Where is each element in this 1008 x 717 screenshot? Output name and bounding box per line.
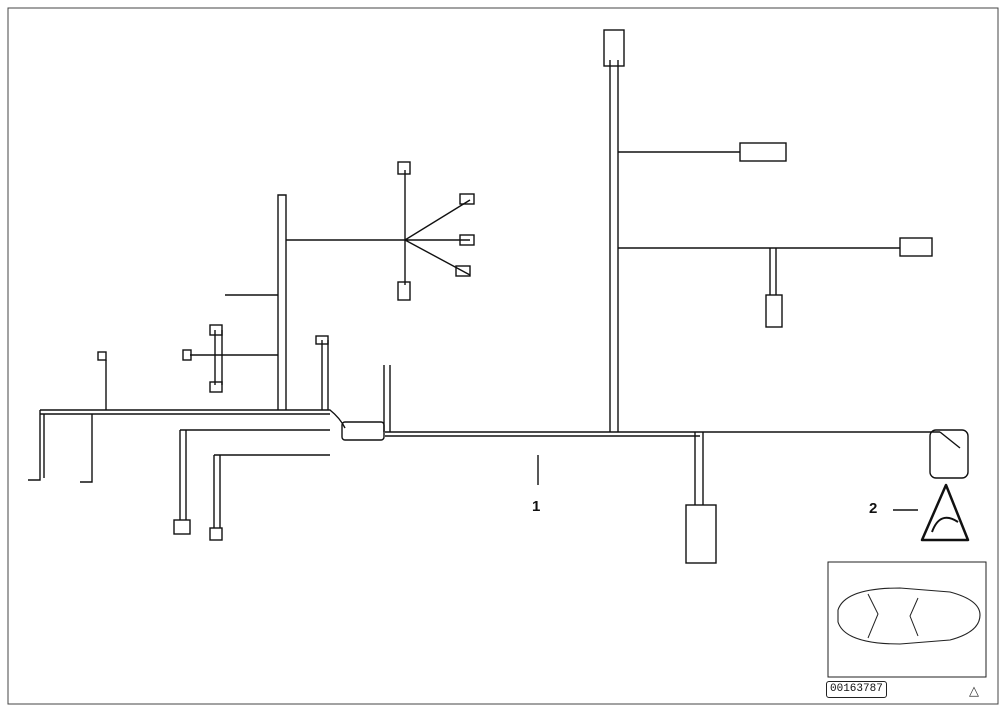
triangle-outline-icon: △ [969,684,979,699]
branch-big-connector [694,432,704,505]
part-label-1: 1 [532,498,541,515]
connector-star-right-1 [459,193,475,205]
branch-right-end [939,431,961,449]
connector-right-top [603,29,625,67]
branch-left-down [28,410,41,481]
branch-left-2 [80,414,93,483]
branch-vertical-center [277,194,287,410]
harness-left-trunk [40,409,346,429]
star-junction [404,170,471,285]
connector-angled [929,429,969,479]
connector-cross-bottom [209,381,223,393]
branch-lower-left-2 [213,454,330,528]
connector-star-right-2 [459,234,475,246]
connector-left-top [97,351,107,361]
branch-lower-left [179,429,330,520]
connector-star-right-3 [455,265,471,277]
reference-number: 00163787 [826,681,887,698]
connector-right-2-down [765,294,783,328]
connector-big [685,504,717,564]
connector-right-2 [899,237,933,257]
connector-cross-top [209,324,223,336]
part-label-2: 2 [869,500,878,517]
warning-sign-icon [920,483,970,542]
branch-center-up [321,340,329,410]
grommet [341,421,385,441]
connector-lower-left-2 [209,527,223,541]
connector-cross-left [182,349,192,361]
small-cross [190,330,278,385]
connector-center-top [315,335,329,345]
outer-frame [7,7,999,705]
branch-right-2 [618,247,900,295]
connector-right-1 [739,142,787,162]
connector-star-top [397,161,411,175]
connector-lower-left-1 [173,519,191,535]
car-top-view-icon [827,561,987,678]
branch-vertical-right [609,60,619,432]
connector-star-bottom [397,281,411,301]
branch-grommet-up [383,365,391,432]
harness-main [28,29,969,564]
